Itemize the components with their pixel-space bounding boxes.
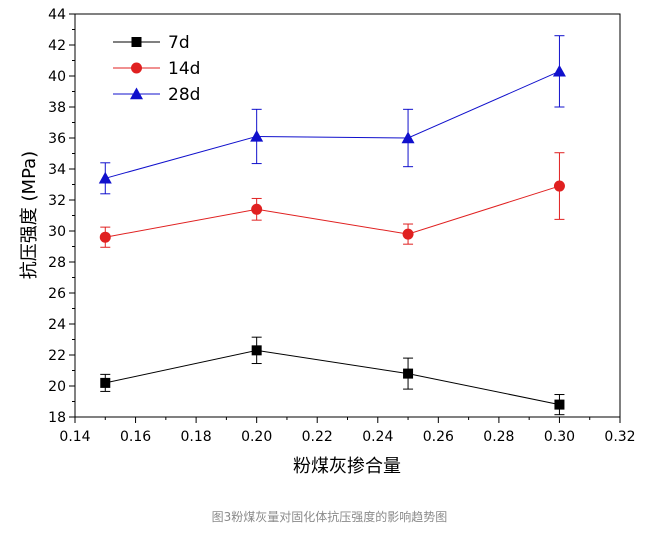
x-tick-label: 0.20	[241, 429, 272, 445]
data-point-14d	[99, 231, 111, 243]
data-point-14d	[553, 180, 565, 192]
y-tick-label: 44	[48, 7, 66, 23]
data-point-28d	[401, 131, 415, 144]
data-point-7d	[554, 399, 565, 410]
legend-marker-14d	[131, 62, 142, 74]
legend-label-28d: 28d	[168, 85, 200, 105]
series-line-7d	[105, 349, 560, 406]
y-tick-label: 20	[48, 379, 66, 395]
y-axis-title: 抗压强度 (MPa)	[19, 151, 40, 279]
legend-marker-28d	[130, 87, 143, 100]
data-point-14d	[251, 203, 263, 215]
x-tick-label: 0.16	[120, 429, 151, 445]
series-line-28d	[105, 70, 560, 179]
x-tick-label: 0.14	[59, 429, 90, 445]
series-28d	[98, 35, 566, 195]
x-tick-label: 0.26	[423, 429, 454, 445]
y-tick-label: 18	[48, 410, 66, 426]
data-point-7d	[403, 368, 414, 379]
y-tick-label: 26	[48, 286, 66, 302]
data-point-7d	[100, 377, 111, 388]
y-tick-label: 34	[48, 162, 66, 178]
plot-frame	[74, 13, 621, 418]
x-tick-label: 0.22	[302, 429, 333, 445]
x-tick-label: 0.28	[483, 429, 514, 445]
x-tick-label: 0.32	[604, 429, 635, 445]
series-14d	[99, 152, 565, 248]
legend-label-14d: 14d	[168, 59, 200, 79]
y-tick-label: 38	[48, 100, 66, 116]
x-tick-label: 0.18	[181, 429, 212, 445]
y-tick-label: 24	[48, 317, 66, 333]
chart-svg: 0.14 0.16 0.18 0.20 0.22 0.24 0.26 0.28 0.30 0.32…	[19, 7, 636, 477]
y-tick-label: 32	[48, 193, 66, 209]
x-tick-label: 0.30	[544, 429, 575, 445]
series-line-14d	[105, 185, 560, 238]
legend-label-7d: 7d	[168, 33, 190, 53]
y-tick-label: 36	[48, 131, 66, 147]
data-point-7d	[251, 345, 262, 356]
y-tick-label: 42	[48, 38, 66, 54]
legend-marker-7d	[131, 37, 142, 47]
y-tick-label: 30	[48, 224, 66, 240]
data-point-28d	[98, 171, 112, 184]
figure-caption: 图3粉煤灰量对固化体抗压强度的影响趋势图	[211, 510, 448, 524]
series-7d	[100, 336, 565, 416]
data-point-28d	[250, 129, 264, 142]
data-point-14d	[402, 228, 414, 240]
data-point-28d	[552, 64, 566, 77]
series-layer	[98, 35, 566, 416]
x-tick-label: 0.24	[362, 429, 393, 445]
y-tick-label: 28	[48, 255, 66, 271]
y-tick-label: 40	[48, 69, 66, 85]
x-axis-title: 粉煤灰掺合量	[293, 456, 401, 477]
axis-ticks: 0.14 0.16 0.18 0.20 0.22 0.24 0.26 0.28 0.30 0.32…	[48, 7, 635, 445]
legend: 7d 14d 28d	[113, 33, 200, 105]
y-tick-label: 22	[48, 348, 66, 364]
